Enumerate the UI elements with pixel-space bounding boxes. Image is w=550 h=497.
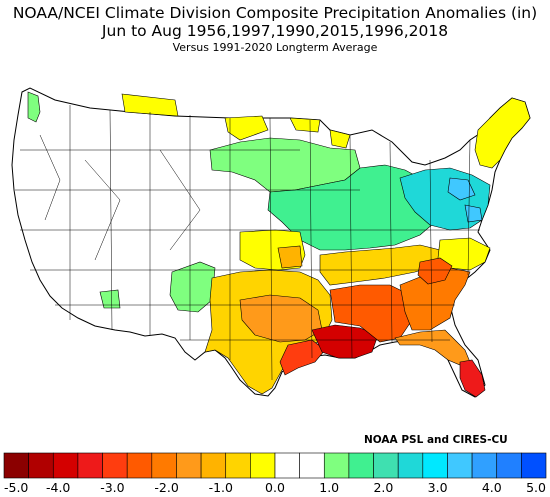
legend-swatch <box>397 452 424 479</box>
legend-swatch <box>299 452 325 479</box>
legend-swatch <box>323 452 350 479</box>
legend-tick-label: -3.0 <box>100 480 124 495</box>
map-region <box>417 257 453 285</box>
legend-tick-label: -2.0 <box>154 480 178 495</box>
legend-swatch <box>373 452 399 479</box>
legend-swatch <box>348 452 374 479</box>
legend-swatch <box>151 452 177 479</box>
legend-swatch <box>422 452 448 479</box>
map-subtitle-baseline: Versus 1991-2020 Longterm Average <box>172 41 378 54</box>
legend-tick-label: 4.0 <box>482 480 502 495</box>
map-region <box>329 129 351 149</box>
legend-swatch <box>471 452 498 479</box>
legend-tick-label: -5.0 <box>4 480 28 495</box>
legend-swatch <box>3 452 29 479</box>
legend-swatch <box>28 452 54 479</box>
map-region <box>239 294 323 343</box>
legend-tick-label: 3.0 <box>428 480 448 495</box>
map-title: NOAA/NCEI Climate Division Composite Pre… <box>12 4 538 22</box>
map-region <box>459 359 486 398</box>
legend-swatch <box>126 452 153 479</box>
legend-tick-label: 2.0 <box>373 480 393 495</box>
map-region <box>474 97 531 169</box>
legend-swatch <box>176 452 202 479</box>
map-region <box>224 115 269 141</box>
us-climate-division-map <box>11 87 531 398</box>
map-region <box>289 117 321 133</box>
map-region <box>464 204 483 223</box>
map-region <box>169 261 216 313</box>
legend-swatch <box>102 452 128 479</box>
map-region <box>447 177 476 201</box>
legend-swatch <box>225 452 251 479</box>
map-region <box>279 339 326 376</box>
map-region <box>311 324 379 359</box>
legend-tick-label: -1.0 <box>209 480 233 495</box>
data-credit: NOAA PSL and CIRES-CU <box>364 434 508 446</box>
legend-swatch <box>496 452 522 479</box>
legend-swatch <box>77 452 103 479</box>
legend-swatch <box>521 452 547 479</box>
legend-swatch <box>250 452 276 479</box>
legend-tick-label: 1.0 <box>319 480 339 495</box>
map-subtitle-period: Jun to Aug 1956,1997,1990,2015,1996,2018 <box>101 22 449 40</box>
legend-tick-label: 5.0 <box>526 480 546 495</box>
map-region <box>277 245 303 269</box>
legend-swatch <box>274 452 300 479</box>
color-scale-legend: -5.0 -4.0 -3.0 -2.0 -1.0 0.0 1.0 2.0 3.0 4.0 5.0 <box>3 452 547 495</box>
map-region <box>99 289 121 309</box>
map-region <box>121 93 179 117</box>
legend-tick-label: -4.0 <box>46 480 70 495</box>
legend-swatch <box>52 452 79 479</box>
legend-swatch <box>200 452 227 479</box>
division-boundaries <box>15 105 480 381</box>
legend-tick-label: 0.0 <box>265 480 285 495</box>
legend-swatch <box>447 452 473 479</box>
map-region <box>27 91 41 123</box>
